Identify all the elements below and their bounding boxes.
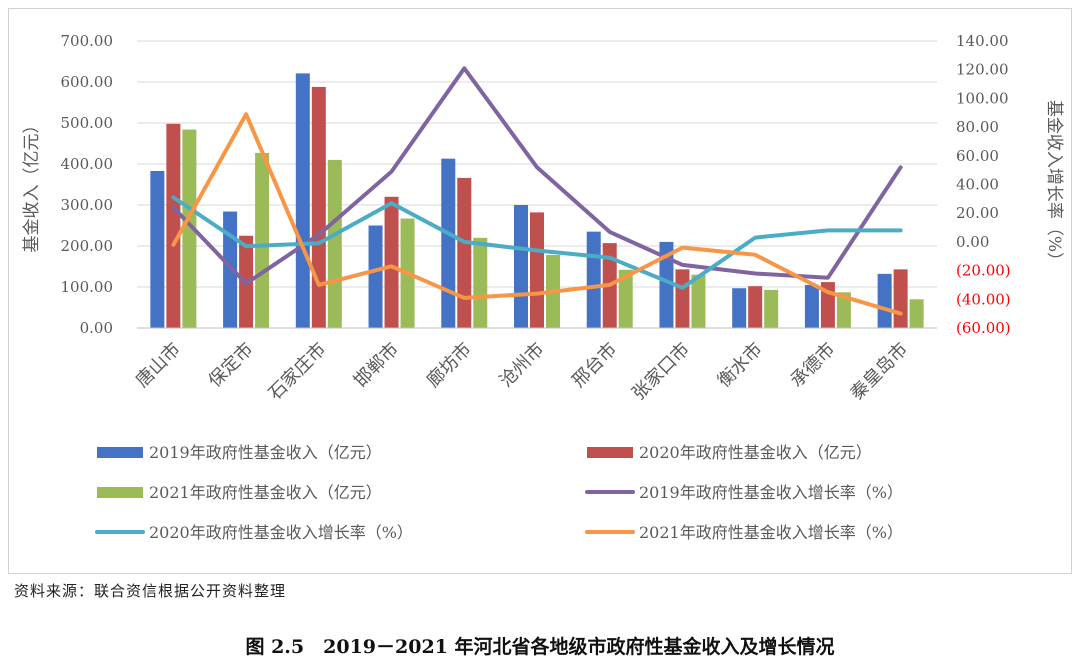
y-left-tick: 600.00 [61, 73, 114, 91]
bar-1-张家口市 [659, 241, 674, 328]
y-right-tick: (60.00) [956, 319, 1011, 337]
y-right-tick: (20.00) [956, 262, 1011, 280]
y-left-tick: 0.00 [80, 319, 113, 337]
figure-caption: 图 2.5 2019－2021 年河北省各地级市政府性基金收入及增长情况 [245, 636, 835, 658]
y-left-label: 基金收入（亿元） [22, 117, 42, 253]
x-tick-label: 唐山市 [132, 339, 185, 392]
bar-1-廊坊市 [441, 158, 456, 328]
bar-1-邢台市 [586, 231, 601, 328]
legend-label: 2020年政府性基金收入增长率（%） [149, 523, 413, 542]
legend-label: 2019年政府性基金收入增长率（%） [639, 483, 903, 502]
bar-3-廊坊市 [473, 237, 488, 328]
bar-1-承德市 [804, 284, 819, 328]
legend-label: 2021年政府性基金收入（亿元） [149, 483, 382, 502]
source-note: 资料来源：联合资信根据公开资料整理 [14, 582, 287, 600]
legend-label: 2021年政府性基金收入增长率（%） [639, 523, 903, 542]
x-tick-label: 石家庄市 [265, 339, 331, 405]
bar-2-廊坊市 [457, 177, 472, 328]
y-right-tick: 0.00 [956, 233, 989, 251]
x-tick-label: 廊坊市 [423, 339, 476, 392]
bar-2-邯郸市 [384, 196, 399, 328]
legend-label: 2020年政府性基金收入（亿元） [639, 443, 872, 462]
bar-2-唐山市 [166, 123, 181, 328]
line-series-3 [171, 112, 903, 316]
bar-3-承德市 [836, 292, 851, 328]
line-series-2 [171, 195, 903, 290]
legend-swatch [97, 447, 143, 458]
legend-swatch [587, 447, 633, 458]
bar-1-衡水市 [732, 288, 747, 328]
bar-2-衡水市 [748, 286, 763, 328]
y-left-tick: 700.00 [61, 32, 114, 50]
bar-1-石家庄市 [295, 73, 310, 328]
x-tick-label: 保定市 [205, 339, 258, 392]
y-right-tick: 100.00 [956, 89, 1009, 107]
y-right-tick: (40.00) [956, 290, 1011, 308]
x-tick-label: 张家口市 [628, 339, 694, 405]
x-tick-label: 邯郸市 [350, 339, 403, 392]
combo-chart: 0.00 100.00 200.00 300.00 400.00 500.00 600.00… [22, 32, 1064, 542]
bar-1-保定市 [223, 211, 238, 328]
legend-swatch [97, 487, 143, 498]
y-right-tick: 140.00 [956, 32, 1009, 50]
x-tick-label: 邢台市 [568, 339, 621, 392]
line-series-1 [171, 66, 903, 286]
bar-3-石家庄市 [327, 159, 342, 328]
bar-1-唐山市 [150, 170, 165, 328]
y-right-tick: 20.00 [956, 204, 999, 222]
bar-3-邢台市 [618, 269, 633, 328]
y-right-tick: 120.00 [956, 61, 1009, 79]
y-left-tick: 200.00 [61, 237, 114, 255]
bar-3-保定市 [255, 152, 270, 328]
x-tick-label: 衡水市 [714, 339, 767, 392]
y-right-tick: 80.00 [956, 118, 999, 136]
x-tick-label: 沧州市 [496, 339, 549, 392]
bar-2-沧州市 [530, 212, 544, 328]
y-right-label: 基金收入增长率（%） [1044, 100, 1064, 269]
bar-3-衡水市 [764, 289, 779, 328]
bar-2-张家口市 [675, 269, 690, 328]
bar-3-张家口市 [691, 274, 706, 328]
y-left-tick: 100.00 [61, 278, 114, 296]
bar-1-邯郸市 [368, 225, 383, 328]
y-left-tick: 300.00 [61, 196, 114, 214]
chart-container: 0.00 100.00 200.00 300.00 400.00 500.00 600.00… [8, 8, 1072, 574]
x-tick-label: 秦皇岛市 [846, 339, 912, 405]
bar-2-秦皇岛市 [893, 269, 908, 328]
y-right-tick: 60.00 [956, 147, 999, 165]
bar-1-秦皇岛市 [877, 273, 892, 328]
bar-3-秦皇岛市 [909, 299, 924, 328]
bar-1-沧州市 [514, 205, 528, 328]
legend-label: 2019年政府性基金收入（亿元） [149, 443, 382, 462]
y-right-tick: 40.00 [956, 176, 999, 194]
x-tick-label: 承德市 [786, 339, 839, 392]
y-left-tick: 400.00 [61, 155, 114, 173]
y-left-tick: 500.00 [61, 114, 114, 132]
bar-2-石家庄市 [311, 86, 326, 328]
bar-3-唐山市 [182, 129, 197, 328]
